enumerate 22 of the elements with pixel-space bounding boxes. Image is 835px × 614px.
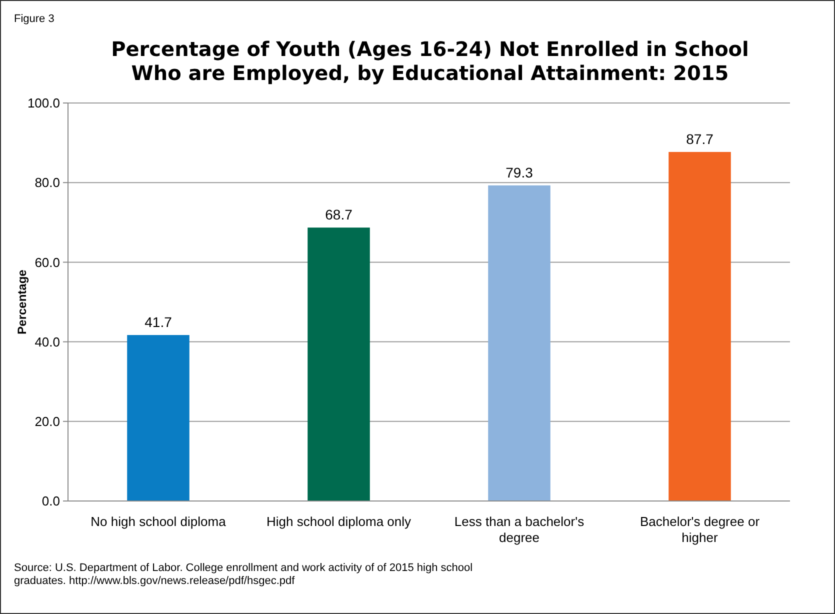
x-tick-label: Less than a bachelor's degree [454,514,585,545]
bar [127,335,190,501]
y-tick-label: 20.0 [34,414,60,429]
x-tick-label: High school diploma only [266,514,412,529]
chart-title: Percentage of Youth (Ages 16-24) Not Enrolled in School Who are Employed, by Educational Attainment: 2015 [111,37,749,85]
x-tick-label: Bachelor's degree or higher [640,514,760,545]
caption: Figure 3 [14,13,54,25]
data-label: 68.7 [325,206,353,223]
x-tick-label: No high school diploma [90,514,227,529]
data-label: 79.3 [506,164,534,180]
bar [668,152,731,501]
y-tick-label: 100.0 [27,96,60,111]
source-note: Source: U.S. Department of Labor. College enrollment and work activity of of 2015 high school graduates. http://www.bls.gov/news.release/pdf/hsgec.pdf [14,562,473,587]
y-tick-label: 80.0 [34,175,60,190]
y-axis-title: Percentage [15,269,29,334]
data-label: 87.7 [686,130,714,147]
bar [488,185,550,501]
y-tick-label: 40.0 [34,334,60,350]
data-label: 41.7 [144,314,172,330]
bar [308,228,370,501]
y-tick-label: 0.0 [42,494,60,509]
y-tick-label: 60.0 [34,254,60,270]
